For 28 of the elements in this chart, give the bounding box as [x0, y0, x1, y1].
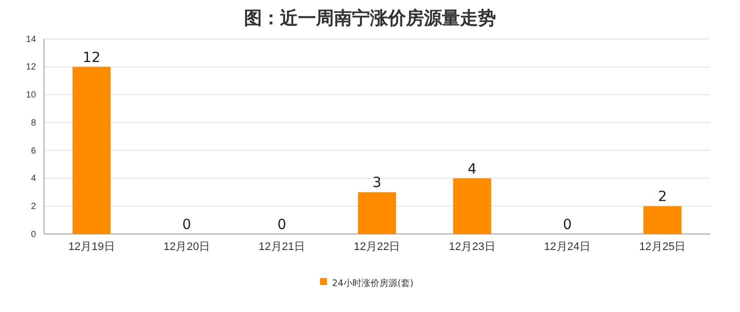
bar: [358, 192, 396, 234]
x-tick-label: 12月23日: [448, 240, 496, 253]
legend-label: 24小时涨价房源(套): [332, 278, 414, 289]
bar: [453, 178, 492, 234]
x-tick-label: 12月25日: [639, 240, 686, 253]
y-tick-label: 8: [30, 117, 36, 128]
y-tick-label: 10: [26, 90, 36, 100]
data-label: 0: [182, 217, 192, 233]
x-tick-label: 12月21日: [258, 240, 306, 253]
y-tick-label: 14: [26, 34, 36, 44]
data-label: 2: [658, 189, 667, 206]
data-label: 0: [277, 217, 286, 233]
x-tick-label: 12月22日: [354, 240, 400, 253]
data-label: 4: [468, 161, 477, 178]
y-tick-label: 6: [30, 145, 36, 156]
x-tick-label: 12月24日: [544, 240, 591, 253]
data-label: 0: [562, 217, 572, 233]
bar: [643, 206, 682, 234]
y-tick-label: 2: [30, 201, 36, 212]
y-tick-label: 4: [30, 173, 36, 184]
chart-title: 图：近一周南宁涨价房源量走势: [244, 8, 496, 29]
data-label: 12: [82, 50, 100, 66]
y-tick-label: 12: [26, 62, 36, 72]
x-tick-label: 12月19日: [68, 240, 115, 253]
bar: [72, 66, 111, 234]
x-tick-label: 12月20日: [163, 240, 210, 253]
y-tick-label: 0: [30, 228, 36, 239]
data-label: 3: [372, 175, 382, 192]
